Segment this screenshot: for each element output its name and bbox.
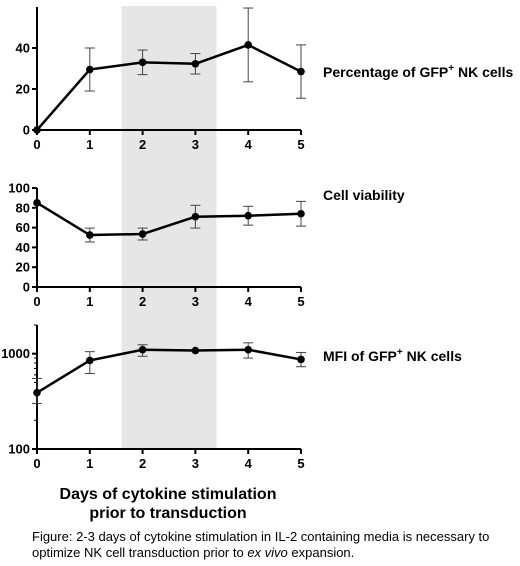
data-point — [297, 355, 305, 364]
data-point — [33, 199, 41, 207]
data-point — [138, 230, 147, 238]
x-tick-label: 4 — [245, 456, 253, 471]
data-point — [138, 345, 147, 354]
chart-panel-1: 0 1 2 3 4 5 0 20 40 Percentage of GFP+ NK cells — [16, 7, 513, 152]
panel-annotation: Cell viability — [323, 187, 405, 203]
y-tick-label: 0 — [23, 280, 30, 295]
data-point — [191, 59, 200, 68]
caption-text-end: expansion. — [287, 545, 355, 560]
data-point — [33, 388, 41, 397]
x-tick-label: 5 — [297, 137, 304, 152]
y-tick-label: 20 — [16, 260, 30, 275]
x-tick-label: 2 — [139, 294, 146, 309]
data-point — [86, 231, 94, 239]
shaded-region-layer — [121, 6, 217, 449]
data-point — [86, 65, 94, 74]
panel-annotation: MFI of GFP+ NK cells — [323, 347, 462, 364]
data-point — [244, 41, 252, 49]
figure-caption: Figure: 2-3 days of cytokine stimulation… — [32, 529, 512, 561]
y-tick-label: 100 — [8, 442, 30, 457]
caption-text: Figure: 2-3 days of cytokine stimulation… — [32, 529, 490, 560]
x-tick-label: 1 — [86, 294, 93, 309]
x-tick-label: 3 — [192, 456, 199, 471]
data-point — [86, 356, 94, 365]
chart-panel-2: 0 1 2 3 4 5 0 20 40 60 80 100 Cell viability — [8, 181, 405, 310]
y-tick-label: 60 — [16, 220, 30, 235]
series-line — [36, 43, 302, 131]
x-tick-label: 4 — [245, 137, 253, 152]
x-tick-label: 0 — [33, 137, 40, 152]
y-tick-label: 20 — [16, 82, 30, 97]
caption-italic-term: ex vivo — [247, 545, 288, 560]
data-point — [191, 346, 200, 355]
data-point — [244, 345, 252, 354]
y-tick-label: 40 — [16, 41, 30, 56]
x-tick-label: 3 — [192, 137, 199, 152]
x-tick-label: 1 — [86, 456, 93, 471]
series-line — [36, 348, 302, 394]
x-tick-label: 2 — [139, 137, 146, 152]
chart-panel-3: 0 1 2 3 4 5 100 1000 MFI of GFP+ NK cells — [1, 324, 462, 471]
x-tick-label: 5 — [297, 456, 304, 471]
data-point — [138, 58, 147, 67]
x-tick-label: 0 — [33, 456, 40, 471]
y-tick-label: 1000 — [1, 346, 30, 361]
x-axis-label-line-2: prior to transduction — [89, 505, 246, 522]
panel-annotation: Percentage of GFP+ NK cells — [323, 63, 513, 80]
x-tick-label: 0 — [33, 294, 40, 309]
shaded-region — [121, 6, 217, 449]
series-line — [36, 201, 302, 237]
y-tick-label: 100 — [8, 181, 30, 196]
x-tick-label: 1 — [86, 137, 93, 152]
y-tick-label: 40 — [16, 240, 30, 255]
x-tick-label: 5 — [297, 294, 304, 309]
y-tick-label: 80 — [16, 200, 30, 215]
data-point — [191, 212, 200, 221]
x-tick-label: 4 — [245, 294, 253, 309]
data-point — [244, 211, 252, 220]
data-point — [297, 67, 305, 76]
data-point — [297, 209, 305, 218]
y-tick-label: 0 — [23, 123, 30, 138]
x-axis-label-line-1: Days of cytokine stimulation — [60, 486, 277, 503]
data-point — [33, 126, 41, 134]
x-tick-label: 2 — [139, 456, 146, 471]
x-tick-label: 3 — [192, 294, 199, 309]
